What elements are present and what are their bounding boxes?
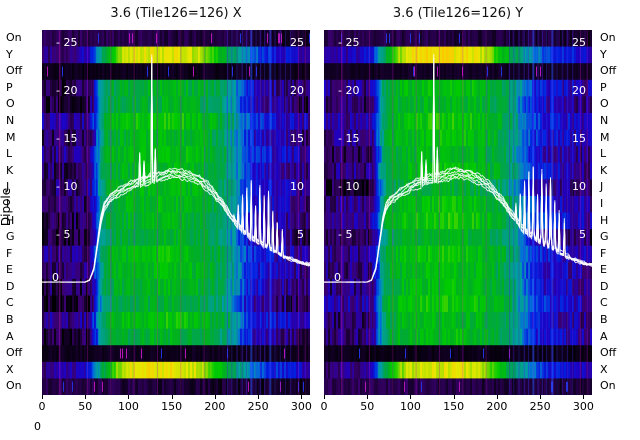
x-tickmark	[410, 395, 412, 399]
x-tickmark	[214, 395, 216, 399]
x-tick-label: 300	[572, 400, 594, 413]
x-tickmark	[583, 395, 585, 399]
dipole-tick-label: O	[600, 97, 609, 111]
dipole-tick-label: C	[6, 296, 14, 310]
dipole-tick-label: On	[6, 31, 22, 44]
dipole-tick-label: O	[6, 97, 15, 111]
dipole-tick-label: On	[6, 379, 22, 393]
dipole-tick-label: N	[6, 113, 15, 127]
dipole-tick-label: X	[600, 362, 608, 376]
x-tick-label: 200	[486, 400, 508, 413]
x-tickmark	[258, 395, 260, 399]
dipole-tick-label: K	[600, 163, 608, 177]
dipole-tick-label: H	[600, 213, 609, 227]
dipole-tick-label: X	[6, 362, 14, 376]
x-tick-label: 50	[360, 400, 375, 413]
x-tickmark	[85, 395, 87, 399]
x-tick-label: 250	[247, 400, 269, 413]
dipole-tick-label: I	[600, 196, 604, 210]
dipole-tick-label: N	[600, 113, 609, 127]
dipole-tick-label: On	[600, 31, 616, 44]
dipole-tick-label: M	[6, 130, 16, 144]
x-tickmark	[171, 395, 173, 399]
dipole-tick-label: K	[6, 163, 14, 177]
x-tick-label: 0	[38, 400, 46, 413]
dipole-tick-label: G	[6, 230, 15, 244]
dipole-tick-label: E	[600, 263, 607, 277]
dipole-tick-label: Off	[6, 346, 23, 360]
x-axis-corner-label: 0	[34, 420, 41, 433]
panel-y: 3.6 (Tile126=126) Y - 25 25- 20 20- 15 15- …	[324, 6, 592, 395]
x-tick-label: 250	[529, 400, 551, 413]
panel-x-heatmap-canvas	[42, 30, 310, 395]
dipole-tick-label: G	[600, 230, 609, 244]
dipole-tick-label: Off	[6, 64, 23, 78]
dipole-tick-label: E	[6, 263, 13, 277]
dipole-tick-label: F	[6, 246, 13, 260]
dipole-tick-label: H	[6, 213, 15, 227]
dipole-tick-label: D	[600, 279, 609, 293]
panel-x-title: 3.6 (Tile126=126) X	[110, 6, 242, 21]
dipole-tick-label: Y	[600, 47, 607, 61]
dipole-tick-label: C	[600, 296, 608, 310]
x-tickmark	[324, 395, 325, 399]
dipole-tick-label: P	[6, 80, 13, 94]
dipole-tick-label: D	[6, 279, 15, 293]
dipole-tick-label: I	[6, 196, 10, 210]
dipole-tick-label: On	[600, 379, 616, 393]
dipole-tick-label: F	[600, 246, 607, 260]
x-tickmark	[301, 395, 303, 399]
x-tick-label: 300	[290, 400, 312, 413]
x-tickmark	[496, 395, 498, 399]
x-tick-label: 200	[204, 400, 226, 413]
dipole-tick-label: Off	[600, 346, 617, 360]
dipole-tick-label: P	[600, 80, 607, 94]
x-tick-label: 150	[443, 400, 465, 413]
panel-y-title: 3.6 (Tile126=126) Y	[392, 6, 524, 21]
dipole-tick-label: J	[600, 180, 604, 194]
dipole-tick-label: L	[6, 147, 13, 161]
dipole-tick-label: A	[600, 329, 608, 343]
dipole-tick-label: Y	[6, 47, 13, 61]
x-tickmark	[128, 395, 130, 399]
x-tick-label: 100	[399, 400, 421, 413]
panel-x: 3.6 (Tile126=126) X - 25 25- 20 20- 15 15- …	[42, 6, 310, 395]
dipole-tick-label: Off	[600, 64, 617, 78]
x-tickmark	[367, 395, 369, 399]
x-tickmark	[453, 395, 455, 399]
x-tickmark	[540, 395, 542, 399]
panel-y-heatmap-canvas	[324, 30, 592, 395]
dipole-tick-label: A	[6, 329, 14, 343]
dipole-tick-label: M	[600, 130, 610, 144]
x-tickmark	[42, 395, 43, 399]
x-tick-label: 0	[320, 400, 328, 413]
x-tick-label: 150	[161, 400, 183, 413]
dipole-tick-label: L	[600, 147, 607, 161]
x-tick-label: 100	[117, 400, 139, 413]
dipole-tick-label: J	[6, 180, 10, 194]
dipole-tick-label: B	[6, 313, 14, 327]
dipole-tick-label: B	[600, 313, 608, 327]
x-tick-label: 50	[78, 400, 93, 413]
